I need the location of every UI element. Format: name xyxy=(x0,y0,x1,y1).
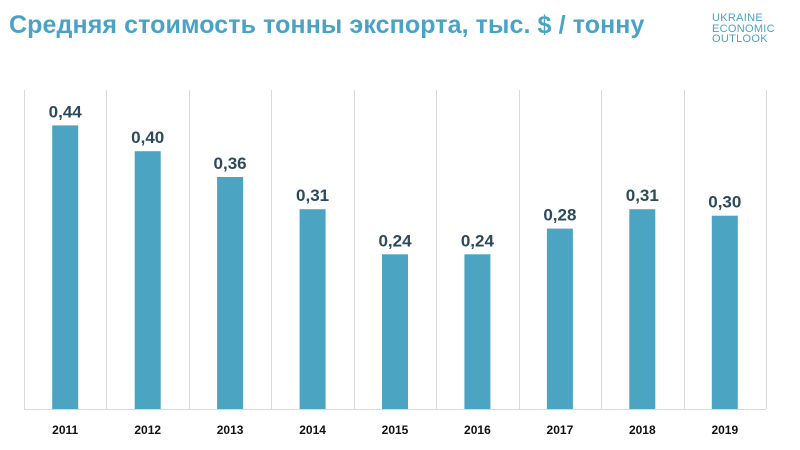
value-label-2013: 0,36 xyxy=(214,154,247,173)
x-tick-label-2019: 2019 xyxy=(711,423,738,437)
value-label-2011: 0,44 xyxy=(49,102,83,121)
value-label-2012: 0,40 xyxy=(131,128,164,147)
bar-2017 xyxy=(546,228,573,409)
x-axis-tick-labels: 2011 2012 2013 2014 2015 2016 2017 2018 2019 xyxy=(52,423,738,437)
x-tick-label-2013: 2013 xyxy=(217,423,244,437)
chart-title: Средняя стоимость тонны экспорта, тыс. $… xyxy=(9,11,645,39)
x-tick-label-2017: 2017 xyxy=(547,423,574,437)
vertical-gridlines xyxy=(24,90,767,410)
x-tick-label-2011: 2011 xyxy=(52,423,78,437)
value-label-2019: 0,30 xyxy=(708,193,741,212)
value-label-2014: 0,31 xyxy=(296,186,329,205)
x-tick-label-2012: 2012 xyxy=(134,423,161,437)
value-label-2017: 0,28 xyxy=(543,206,576,225)
bar-2012 xyxy=(134,151,161,409)
value-label-2016: 0,24 xyxy=(461,231,495,250)
bars xyxy=(52,125,738,410)
x-tick-label-2016: 2016 xyxy=(464,423,491,437)
bar-2013 xyxy=(217,177,244,409)
value-labels: 0,44 0,40 0,36 0,31 0,24 0,24 0,28 0,31 0,30 xyxy=(49,102,742,250)
x-tick-label-2014: 2014 xyxy=(299,423,326,437)
ukraine-economic-outlook-logo: UKRAINE ECONOMIC OUTLOOK xyxy=(712,13,775,45)
logo-line-1: UKRAINE xyxy=(712,12,763,24)
bar-2018 xyxy=(629,209,656,409)
bar-2016 xyxy=(464,254,491,409)
x-tick-label-2018: 2018 xyxy=(629,423,656,437)
logo-line-3: OUTLOOK xyxy=(712,33,768,45)
value-label-2018: 0,31 xyxy=(626,186,659,205)
logo-line-2: ECONOMIC xyxy=(712,22,775,35)
value-label-2015: 0,24 xyxy=(378,231,412,250)
x-tick-label-2015: 2015 xyxy=(382,423,409,437)
bar-2015 xyxy=(382,254,408,409)
bar-2011 xyxy=(52,125,79,410)
bar-2014 xyxy=(299,209,326,409)
bar-2019 xyxy=(711,215,738,409)
